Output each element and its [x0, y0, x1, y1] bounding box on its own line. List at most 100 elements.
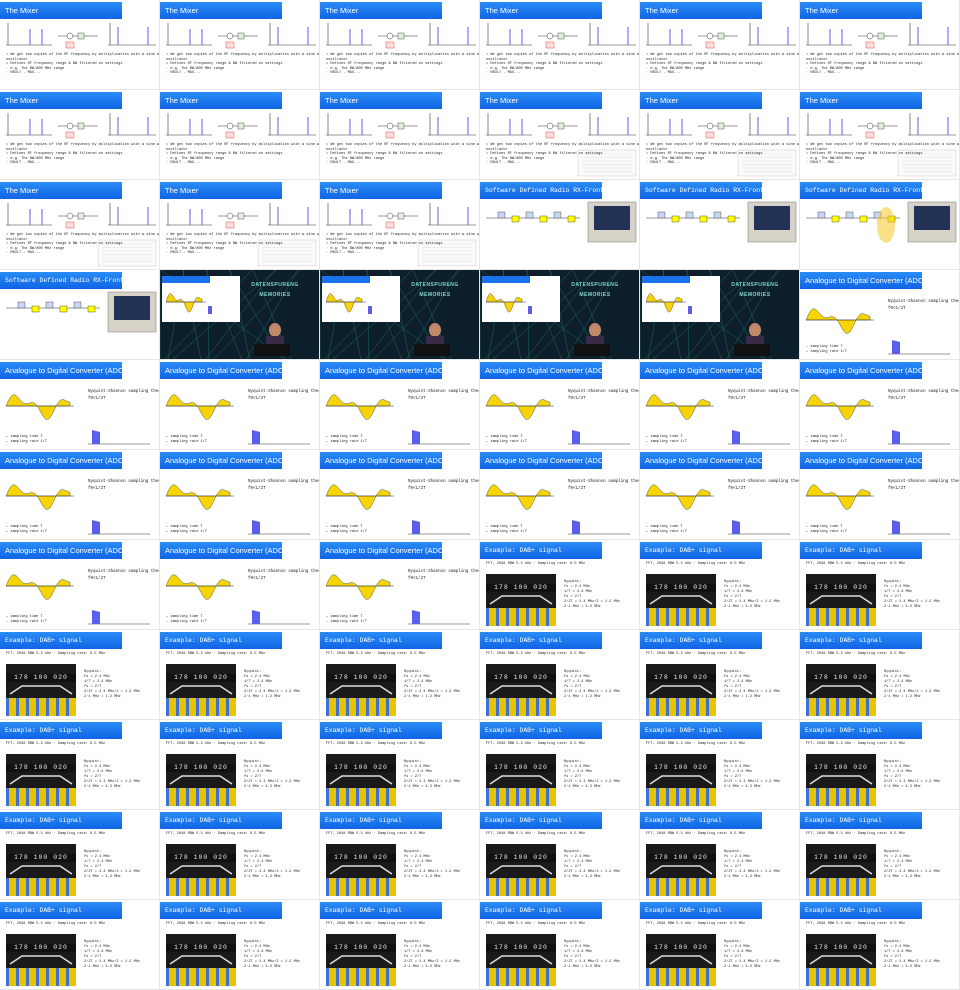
thumbnail-tile[interactable]: Example: DAB+ signal FFT, 2048 RBW 5.3 kH… — [0, 630, 160, 720]
waterfall-stripe — [196, 968, 199, 986]
thumbnail-tile[interactable]: Example: DAB+ signal FFT, 2048 RBW 5.3 kH… — [800, 720, 960, 810]
thumbnail-tile[interactable]: Example: DAB+ signal FFT, 2048 RBW 5.3 kH… — [480, 720, 640, 810]
mixer-symbol — [866, 122, 874, 130]
thumbnail-tile[interactable]: The Mixer • We get two copies of the RF f… — [800, 90, 960, 180]
thumbnail-tile[interactable]: Example: DAB+ signal FFT, 2048 RBW 5.3 kH… — [0, 900, 160, 990]
bullet-text: • Defines RF frequency range & BW filter… — [326, 152, 443, 156]
thumbnail-tile[interactable]: Analogue to Digital Converter (ADC) Nyqui… — [320, 360, 480, 450]
waterfall-stripe — [496, 788, 499, 806]
nyquist-calc: Nyquist: — [84, 760, 102, 764]
thumbnail-tile[interactable]: The Mixer • We get two copies of the RF f… — [0, 90, 160, 180]
thumbnail-tile[interactable]: Example: DAB+ signal FFT, 2048 RBW 5.3 kH… — [160, 630, 320, 720]
thumbnail-tile[interactable]: Example: DAB+ signal FFT, 2048 RBW 5.3 kH… — [480, 900, 640, 990]
sampling-rate-label: — sampling rate 1/T — [646, 530, 687, 534]
waterfall-stripe — [176, 968, 179, 986]
slide-graphic — [325, 394, 470, 445]
thumbnail-tile[interactable]: Example: DAB+ signal FFT, 2048 RBW 5.3 kH… — [640, 720, 800, 810]
thumbnail-tile[interactable]: Analogue to Digital Converter (ADC) Nyqui… — [480, 360, 640, 450]
thumbnail-tile[interactable]: The Mixer • We get two copies of the RF f… — [320, 90, 480, 180]
nyquist-calc: Nyquist: — [244, 670, 262, 674]
thumbnail-tile[interactable]: Analogue to Digital Converter (ADC) Nyqui… — [160, 360, 320, 450]
nyquist-calc: 1/T = 2.4 MHz — [884, 950, 913, 954]
thumbnail-tile[interactable]: Analogue to Digital Converter (ADC) Nyqui… — [160, 450, 320, 540]
nyquist-calc: 1/T = 2.4 MHz — [564, 590, 593, 594]
thumbnail-tile[interactable]: The Mixer • We get two copies of the RF f… — [640, 0, 800, 90]
thumbnail-tile[interactable]: Software Defined Radio RX-Frontend — [480, 180, 640, 270]
thumbnail-tile[interactable]: Analogue to Digital Converter (ADC) Nyqui… — [800, 360, 960, 450]
thumbnail-tile[interactable]: Analogue to Digital Converter (ADC) Nyqui… — [640, 450, 800, 540]
thumbnail-tile[interactable]: Analogue to Digital Converter (ADC) Nyqui… — [0, 450, 160, 540]
thumbnail-tile[interactable]: Example: DAB+ signal FFT, 2048 RBW 5.3 kH… — [480, 810, 640, 900]
thumbnail-tile[interactable]: DATENSPURENG MEMORIES — [640, 270, 800, 360]
thumbnail-tile[interactable]: Example: DAB+ signal FFT, 2048 RBW 5.3 kH… — [800, 900, 960, 990]
waterfall-stripe — [646, 788, 649, 806]
thumbnail-tile[interactable]: The Mixer • We get two copies of the RF f… — [320, 0, 480, 90]
thumbnail-tile[interactable]: Analogue to Digital Converter (ADC) Nyqui… — [0, 360, 160, 450]
thumbnail-tile[interactable]: Example: DAB+ signal FFT, 2048 RBW 5.3 kH… — [800, 810, 960, 900]
thumbnail-tile[interactable]: Example: DAB+ signal FFT, 2048 RBW 5.3 kH… — [640, 630, 800, 720]
brand-bottom: MEMORIES — [419, 292, 451, 298]
thumbnail-tile[interactable]: Example: DAB+ signal FFT, 2048 RBW 5.3 kH… — [160, 720, 320, 810]
thumbnail-tile[interactable]: The Mixer • We get two copies of the RF f… — [160, 180, 320, 270]
thumbnail-tile[interactable]: Analogue to Digital Converter (ADC) Nyqui… — [320, 540, 480, 630]
thumbnail-tile[interactable]: Example: DAB+ signal FFT, 2048 RBW 5.3 kH… — [800, 630, 960, 720]
waterfall-stripe — [176, 878, 179, 896]
thumbnail-tile[interactable]: The Mixer • We get two copies of the RF f… — [160, 90, 320, 180]
oscillator-block — [385, 41, 395, 49]
thumbnail-tile[interactable]: Analogue to Digital Converter (ADC) Nyqui… — [160, 540, 320, 630]
thumbnail-tile[interactable]: Example: DAB+ signal FFT, 2048 RBW 5.3 kH… — [320, 720, 480, 810]
fft-header: FFT, 2048 RBW 5.3 kHz · Sampling rate: 8… — [486, 922, 586, 926]
nyquist-calc: fs = 2.4 MHz — [84, 675, 110, 679]
bullet-text: • Defines RF frequency range & BW filter… — [166, 242, 283, 246]
thumbnail-tile[interactable]: The Mixer • We get two copies of the RF f… — [800, 0, 960, 90]
filter-block — [557, 32, 565, 40]
thumbnail-tile[interactable]: Example: DAB+ signal FFT, 2048 RBW 5.3 kH… — [640, 810, 800, 900]
thumbnail-tile[interactable]: Analogue to Digital Converter (ADC) Nyqui… — [0, 540, 160, 630]
rf-block — [727, 215, 736, 223]
thumbnail-tile[interactable]: Analogue to Digital Converter (ADC) Nyqui… — [640, 360, 800, 450]
thumbnail-tile[interactable]: Example: DAB+ signal FFT, 2048 RBW 5.3 kH… — [640, 540, 800, 630]
thumbnail-tile[interactable]: The Mixer • We get two copies of the RF f… — [480, 0, 640, 90]
slide-graphic — [6, 664, 76, 716]
thumbnail-tile[interactable]: Example: DAB+ signal FFT, 2048 RBW 5.3 kH… — [320, 810, 480, 900]
thumbnail-tile[interactable]: The Mixer • We get two copies of the RF f… — [0, 180, 160, 270]
thumbnail-tile[interactable]: Analogue to Digital Converter (ADC) Nyqui… — [480, 450, 640, 540]
thumbnail-tile[interactable]: The Mixer • We get two copies of the RF f… — [0, 0, 160, 90]
thumbnail-tile[interactable]: Example: DAB+ signal FFT, 2048 RBW 5.3 kH… — [320, 900, 480, 990]
bullet-text: ◦ e.g. The BW/800 MHz range — [806, 156, 865, 161]
thumbnail-tile[interactable]: Example: DAB+ signal FFT, 2048 RBW 5.3 kH… — [640, 900, 800, 990]
thumbnail-tile[interactable]: The Mixer • We get two copies of the RF f… — [320, 180, 480, 270]
thumbnail-tile[interactable]: The Mixer • We get two copies of the RF f… — [640, 90, 800, 180]
nyquist-calc: fs = 2/T — [724, 595, 742, 599]
nyquist-calc: 1/T = 2.4 MHz — [564, 770, 593, 774]
thumbnail-tile[interactable]: Software Defined Radio RX-Frontend — [0, 270, 160, 360]
thumbnail-tile[interactable]: Analogue to Digital Converter (ADC) Nyqui… — [800, 270, 960, 360]
thumbnail-tile[interactable]: Example: DAB+ signal FFT, 2048 RBW 5.3 kH… — [0, 720, 160, 810]
thumbnail-tile[interactable]: Example: DAB+ signal FFT, 2048 RBW 5.3 kH… — [0, 810, 160, 900]
thumbnail-tile[interactable]: DATENSPURENG MEMORIES — [320, 270, 480, 360]
bandwidth-arrow — [9, 685, 73, 695]
nyquist-calc: 1/T = 2.4 MHz — [724, 950, 753, 954]
thumbnail-tile[interactable]: Example: DAB+ signal FFT, 2048 RBW 5.3 kH… — [800, 540, 960, 630]
thumbnail-tile[interactable]: DATENSPURENG MEMORIES — [160, 270, 320, 360]
slide-graphic — [480, 270, 639, 359]
schematic-image — [577, 149, 637, 177]
slide-title: Software Defined Radio RX-Frontend — [0, 272, 122, 289]
thumbnail-tile[interactable]: Example: DAB+ signal FFT, 2048 RBW 5.3 kH… — [160, 900, 320, 990]
thumbnail-tile[interactable]: Example: DAB+ signal FFT, 2048 RBW 5.3 kH… — [480, 540, 640, 630]
thumbnail-tile[interactable]: Software Defined Radio RX-Frontend — [640, 180, 800, 270]
thumbnail-tile[interactable]: Software Defined Radio RX-Frontend — [800, 180, 960, 270]
thumbnail-tile[interactable]: The Mixer • We get two copies of the RF f… — [160, 0, 320, 90]
thumbnail-tile[interactable]: Analogue to Digital Converter (ADC) Nyqui… — [320, 450, 480, 540]
thumbnail-tile[interactable]: The Mixer • We get two copies of the RF f… — [480, 90, 640, 180]
thumbnail-tile[interactable]: Example: DAB+ signal FFT, 2048 RBW 5.3 kH… — [480, 630, 640, 720]
thumbnail-tile[interactable]: Example: DAB+ signal FFT, 2048 RBW 5.3 kH… — [320, 630, 480, 720]
waterfall-stripe — [696, 788, 699, 806]
thumbnail-tile[interactable]: DATENSPURENG MEMORIES — [480, 270, 640, 360]
fft-header: FFT, 2048 RBW 5.3 kHz · Sampling rate: 8… — [326, 832, 426, 836]
nyquist-formula: f0<1/2T — [888, 307, 906, 311]
nyquist-label: Nyquist-Shannon sampling theorem — [88, 570, 159, 574]
thumbnail-tile[interactable]: Example: DAB+ signal FFT, 2048 RBW 5.3 kH… — [160, 810, 320, 900]
thumbnail-tile[interactable]: Analogue to Digital Converter (ADC) Nyqui… — [800, 450, 960, 540]
nyquist-calc: fs = 2.4 MHz — [404, 765, 430, 769]
